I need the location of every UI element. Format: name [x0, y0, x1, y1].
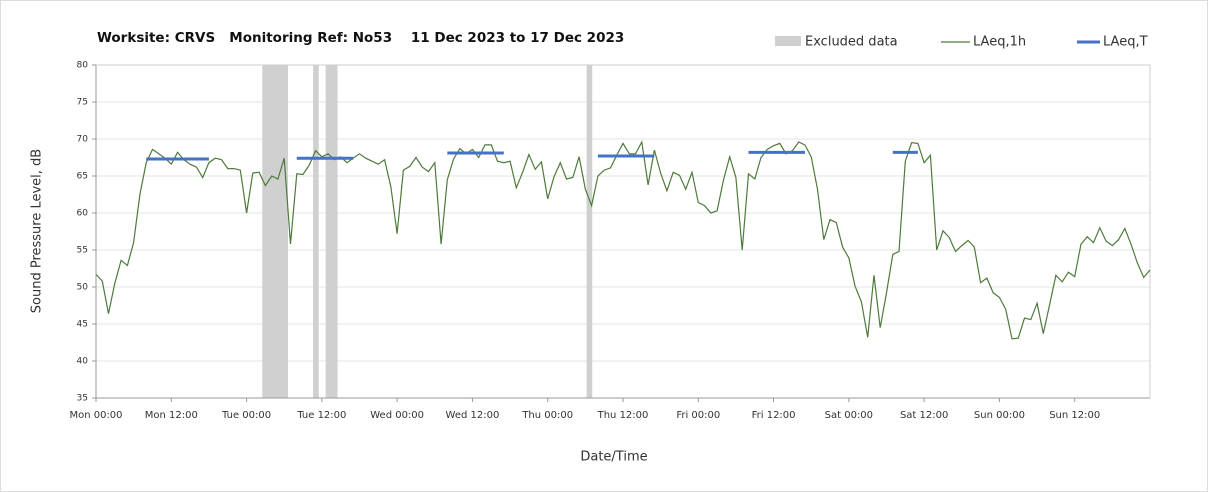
y-tick-label: 75: [77, 98, 88, 108]
series-line: [95, 140, 1151, 340]
legend-label: LAeq,T: [1103, 35, 1148, 50]
x-tick-label: Wed 00:00: [370, 410, 424, 421]
y-tick-label: 80: [77, 61, 89, 71]
x-tick-label: Sun 00:00: [974, 410, 1025, 421]
x-axis-label: Date/Time: [580, 450, 647, 465]
chart-title: Worksite: CRVS Monitoring Ref: No53 11 D…: [97, 30, 624, 46]
x-tick-label: Sun 12:00: [1049, 410, 1100, 421]
x-tick-label: Sat 12:00: [900, 410, 948, 421]
x-tick-label: Thu 00:00: [521, 410, 573, 421]
y-axis-label: Sound Pressure Level, dB: [30, 149, 45, 313]
y-tick-label: 50: [77, 283, 89, 293]
y-tick-label: 55: [77, 246, 88, 256]
x-tick-label: Fri 12:00: [752, 410, 796, 421]
legend-label: LAeq,1h: [973, 35, 1026, 50]
y-tick-label: 35: [77, 394, 88, 404]
x-tick-label: Sat 00:00: [825, 410, 873, 421]
y-tick-label: 60: [77, 209, 89, 219]
excluded-band: [325, 65, 338, 398]
x-tick-label: Fri 00:00: [676, 410, 720, 421]
excluded-band: [262, 65, 288, 398]
y-tick-label: 40: [77, 357, 89, 367]
x-tick-label: Tue 00:00: [221, 410, 271, 421]
x-tick-label: Thu 12:00: [597, 410, 649, 421]
x-tick-label: Mon 12:00: [145, 410, 198, 421]
y-tick-label: 70: [77, 135, 89, 145]
excluded-band: [586, 65, 593, 398]
x-tick-label: Tue 12:00: [296, 410, 346, 421]
legend-label: Excluded data: [805, 35, 898, 50]
y-tick-label: 65: [77, 172, 88, 182]
x-tick-label: Wed 12:00: [446, 410, 500, 421]
excluded-band: [313, 65, 319, 398]
legend-swatch: [775, 36, 801, 46]
y-tick-label: 45: [77, 320, 88, 330]
x-tick-label: Mon 00:00: [69, 410, 122, 421]
